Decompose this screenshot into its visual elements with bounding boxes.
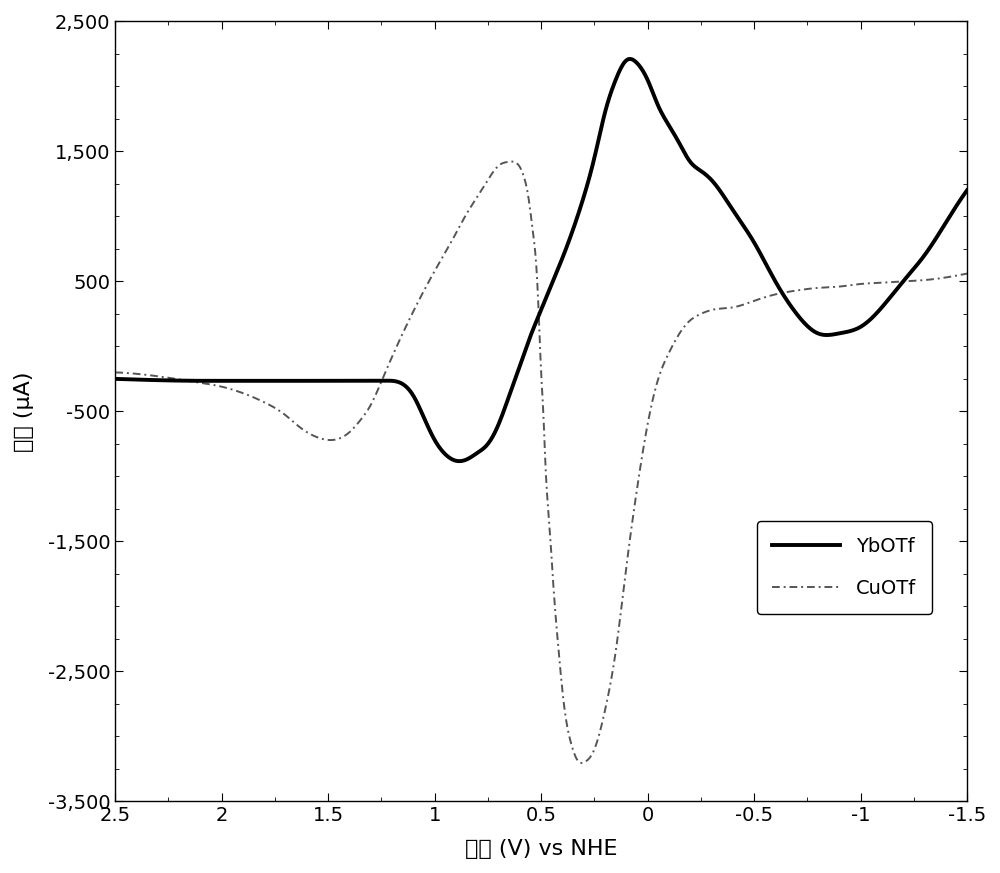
CuOTf	[628, 502, 640, 512]
CuOTf	[506, 156, 518, 167]
CuOTf	[575, 758, 587, 768]
CuOTf	[654, 368, 666, 379]
Y-axis label: 电流 (μA): 电流 (μA)	[14, 371, 34, 451]
YbOTf	[845, 326, 857, 336]
Line: YbOTf: YbOTf	[115, 59, 967, 461]
YbOTf	[605, 87, 617, 98]
Legend: YbOTf, CuOTf: YbOTf, CuOTf	[757, 521, 932, 614]
YbOTf	[654, 105, 666, 115]
YbOTf	[624, 54, 636, 65]
YbOTf	[757, 254, 769, 265]
CuOTf	[961, 268, 973, 278]
CuOTf	[845, 280, 857, 291]
YbOTf	[109, 374, 121, 384]
CuOTf	[109, 368, 121, 378]
CuOTf	[161, 373, 173, 383]
YbOTf	[454, 456, 466, 466]
YbOTf	[628, 56, 640, 66]
CuOTf	[757, 292, 769, 303]
Line: CuOTf: CuOTf	[115, 162, 967, 763]
YbOTf	[961, 185, 973, 196]
YbOTf	[161, 375, 173, 386]
X-axis label: 电位 (V) vs NHE: 电位 (V) vs NHE	[465, 839, 617, 859]
CuOTf	[606, 670, 618, 680]
